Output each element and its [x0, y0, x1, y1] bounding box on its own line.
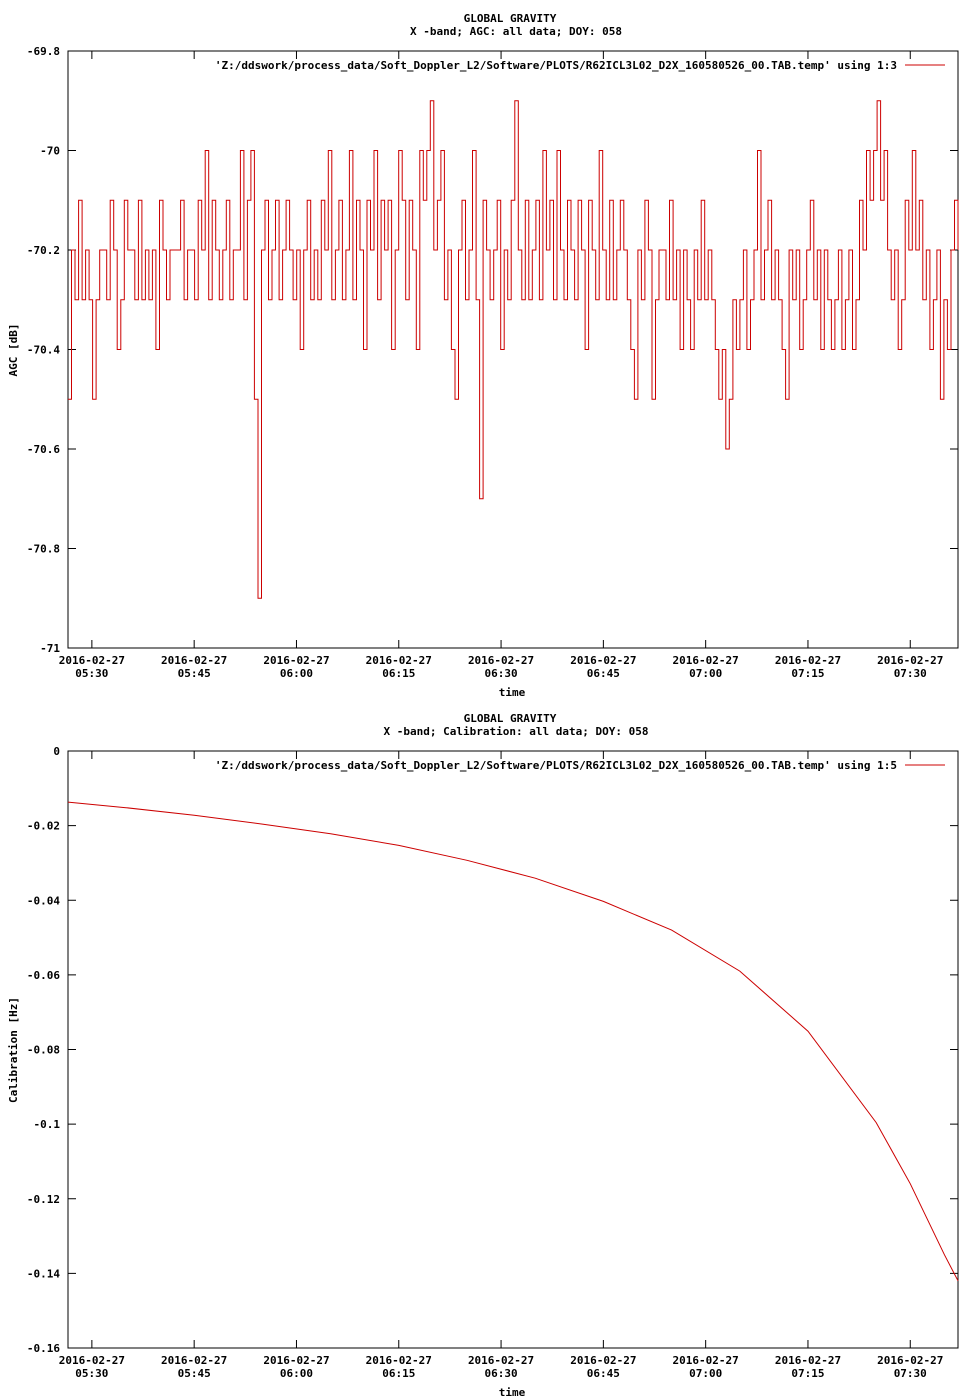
x-tick-date-label: 2016-02-27: [775, 1354, 841, 1367]
x-tick-time-label: 07:15: [791, 667, 824, 680]
x-tick-date-label: 2016-02-27: [161, 1354, 227, 1367]
x-tick-date-label: 2016-02-27: [877, 654, 943, 667]
x-tick-time-label: 06:15: [382, 1367, 415, 1380]
y-tick-label: -70.4: [27, 344, 60, 357]
x-tick-time-label: 05:30: [75, 1367, 108, 1380]
calibration-chart-subtitle: X -band; Calibration: all data; DOY: 058: [384, 725, 649, 738]
agc-legend-label: 'Z:/ddswork/process_data/Soft_Doppler_L2…: [215, 59, 897, 72]
x-tick-date-label: 2016-02-27: [468, 1354, 534, 1367]
x-tick-date-label: 2016-02-27: [570, 1354, 636, 1367]
y-tick-label: -0.06: [27, 969, 60, 982]
x-tick-date-label: 2016-02-27: [673, 654, 739, 667]
x-tick-time-label: 06:00: [280, 1367, 313, 1380]
y-tick-label: -0.16: [27, 1342, 60, 1355]
calibration-x-axis-label: time: [499, 1386, 526, 1399]
y-tick-label: 0: [53, 745, 60, 758]
x-tick-time-label: 06:00: [280, 667, 313, 680]
y-tick-label: -70: [40, 145, 60, 158]
agc-chart-title: GLOBAL GRAVITY: [464, 12, 557, 25]
y-tick-label: -70.6: [27, 443, 60, 456]
x-tick-date-label: 2016-02-27: [59, 1354, 125, 1367]
calibration-series-line: [67, 801, 959, 1282]
y-tick-label: -0.04: [27, 894, 60, 907]
agc-x-axis-label: time: [499, 686, 526, 699]
x-tick-time-label: 05:30: [75, 667, 108, 680]
x-tick-time-label: 06:45: [587, 667, 620, 680]
x-tick-date-label: 2016-02-27: [366, 1354, 432, 1367]
x-tick-date-label: 2016-02-27: [59, 654, 125, 667]
x-tick-time-label: 07:15: [791, 1367, 824, 1380]
x-tick-time-label: 07:30: [894, 667, 927, 680]
x-tick-time-label: 06:30: [485, 1367, 518, 1380]
x-tick-time-label: 07:00: [689, 667, 722, 680]
calibration-x-ticks: 2016-02-2705:302016-02-2705:452016-02-27…: [59, 751, 943, 1380]
y-tick-label: -0.08: [27, 1044, 60, 1057]
y-tick-label: -70.2: [27, 244, 60, 257]
y-tick-label: -0.14: [27, 1267, 60, 1280]
x-tick-date-label: 2016-02-27: [366, 654, 432, 667]
calibration-legend-label: 'Z:/ddswork/process_data/Soft_Doppler_L2…: [215, 759, 897, 772]
y-tick-label: -69.8: [27, 45, 60, 58]
calibration-chart: GLOBAL GRAVITY X -band; Calibration: all…: [7, 712, 959, 1399]
x-tick-time-label: 07:30: [894, 1367, 927, 1380]
agc-chart-subtitle: X -band; AGC: all data; DOY: 058: [410, 25, 622, 38]
x-tick-date-label: 2016-02-27: [775, 654, 841, 667]
agc-y-ticks: -69.8 -70 -70.2 -70.4 -70.6 -70.8 -71: [27, 45, 958, 655]
y-tick-label: -0.12: [27, 1193, 60, 1206]
agc-legend: 'Z:/ddswork/process_data/Soft_Doppler_L2…: [215, 59, 945, 72]
agc-x-ticks: 2016-02-2705:302016-02-2705:452016-02-27…: [59, 51, 943, 680]
calibration-chart-title: GLOBAL GRAVITY: [464, 712, 557, 725]
y-tick-label: -0.1: [34, 1118, 61, 1131]
x-tick-time-label: 05:45: [178, 1367, 211, 1380]
x-tick-time-label: 05:45: [178, 667, 211, 680]
calibration-y-axis-label: Calibration [Hz]: [7, 997, 20, 1103]
agc-chart: GLOBAL GRAVITY X -band; AGC: all data; D…: [7, 12, 959, 699]
agc-y-axis-label: AGC [dB]: [7, 324, 20, 377]
x-tick-date-label: 2016-02-27: [263, 654, 329, 667]
x-tick-date-label: 2016-02-27: [263, 1354, 329, 1367]
y-tick-label: -0.02: [27, 820, 60, 833]
calibration-legend: 'Z:/ddswork/process_data/Soft_Doppler_L2…: [215, 759, 945, 772]
x-tick-date-label: 2016-02-27: [877, 1354, 943, 1367]
x-tick-date-label: 2016-02-27: [468, 654, 534, 667]
agc-series-line: [68, 100, 959, 599]
x-tick-date-label: 2016-02-27: [161, 654, 227, 667]
x-tick-time-label: 06:45: [587, 1367, 620, 1380]
x-tick-date-label: 2016-02-27: [673, 1354, 739, 1367]
x-tick-date-label: 2016-02-27: [570, 654, 636, 667]
y-tick-label: -71: [40, 642, 60, 655]
calibration-plot-frame: [67, 750, 959, 1349]
x-tick-time-label: 06:30: [485, 667, 518, 680]
x-tick-time-label: 06:15: [382, 667, 415, 680]
x-tick-time-label: 07:00: [689, 1367, 722, 1380]
y-tick-label: -70.8: [27, 543, 60, 556]
calibration-y-ticks: 0 -0.02 -0.04 -0.06 -0.08 -0.1 -0.12 -0.14 -0.16: [27, 745, 958, 1355]
